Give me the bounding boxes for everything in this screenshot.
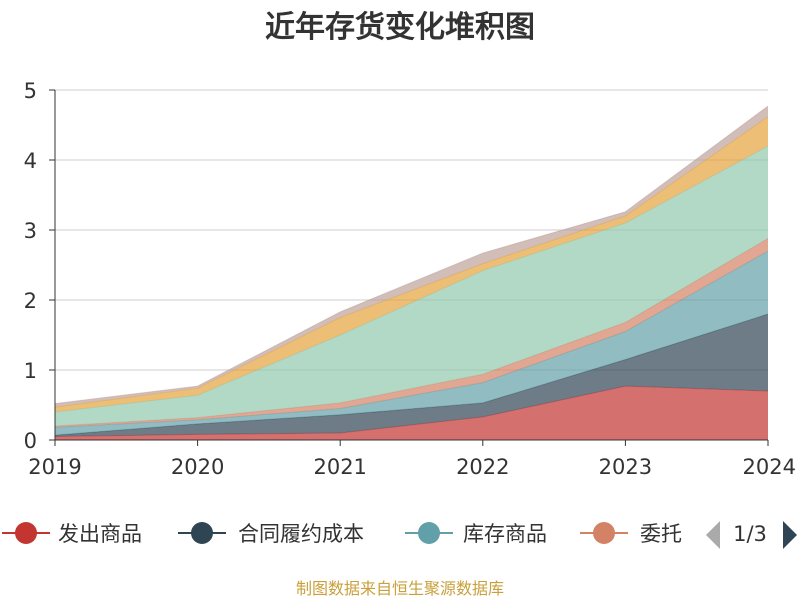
area-series-1 [55, 386, 768, 440]
y-tick-label: 4 [24, 149, 37, 173]
x-tick-label: 2023 [599, 455, 652, 479]
legend-label[interactable]: 合同履约成本 [238, 522, 364, 546]
legend-marker [191, 522, 213, 544]
area-series [54, 105, 769, 440]
area-series-2 [55, 314, 768, 437]
data-source-note: 制图数据来自恒生聚源数据库 [296, 579, 504, 598]
legend-marker [15, 522, 37, 544]
legend-label[interactable]: 库存商品 [463, 522, 547, 546]
y-tick-label: 0 [24, 429, 37, 453]
legend-marker [593, 522, 615, 544]
legend-label[interactable]: 发出商品 [58, 522, 142, 546]
series-line-7 [54, 105, 769, 405]
x-tick-label: 2020 [171, 455, 224, 479]
legend-label[interactable]: 委托 [640, 522, 682, 546]
y-tick-label: 5 [24, 79, 37, 103]
legend-marker [418, 522, 440, 544]
y-tick-label: 1 [24, 359, 37, 383]
legend-page-indicator: 1/3 [733, 522, 767, 546]
y-tick-label: 3 [24, 219, 37, 243]
legend: 发出商品 合同履约成本 库存商品 委托 1/3 [2, 521, 797, 549]
area-series-3 [55, 251, 768, 436]
axes: 0 1 2 3 4 5 2019 2020 2021 2022 2023 2024 [24, 79, 796, 479]
legend-prev-page-icon[interactable] [706, 521, 720, 549]
x-tick-label: 2021 [313, 455, 366, 479]
y-tick-label: 2 [24, 289, 37, 313]
x-tick-label: 2019 [28, 455, 81, 479]
x-tick-label: 2024 [743, 455, 796, 479]
chart-title: 近年存货变化堆积图 [265, 10, 535, 45]
area-series-5 [55, 146, 768, 426]
x-tick-label: 2022 [456, 455, 509, 479]
area-series-4 [55, 238, 768, 428]
legend-next-page-icon[interactable] [783, 521, 797, 549]
